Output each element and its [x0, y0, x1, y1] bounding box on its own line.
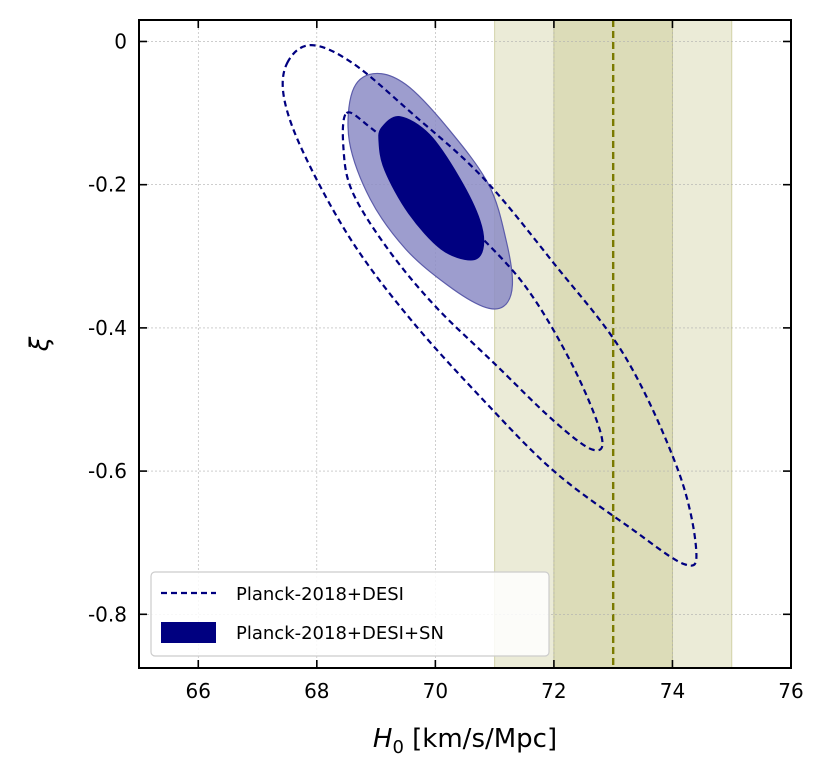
- contour-filled-1sigma: [378, 116, 485, 261]
- legend-box: [150, 571, 550, 657]
- y-tick-label: -0.4: [88, 316, 127, 340]
- plot-frame: [138, 19, 792, 669]
- x-tick-label: 72: [541, 679, 566, 703]
- x-tick-label: 68: [304, 679, 329, 703]
- contour-group: [281, 43, 698, 567]
- x-axis-label: H0 [km/s/Mpc]: [373, 724, 557, 758]
- x-tick-label: 66: [186, 679, 211, 703]
- reference-band-group: [494, 20, 733, 668]
- x-tick-label: 70: [423, 679, 448, 703]
- y-tick-label: -0.2: [88, 173, 127, 197]
- y-tick-label: 0: [114, 29, 127, 53]
- contour-dashed-2sigma: [281, 43, 698, 567]
- axis-ticks: 66 68 70 72 74 76 0 -0.2 -0.4 -0.6 -0.8: [88, 20, 804, 703]
- x-tick-label: 76: [778, 679, 803, 703]
- legend-swatch-filled: [161, 622, 216, 643]
- y-tick-label: -0.8: [88, 602, 127, 626]
- legend-label-planck-desi: Planck-2018+DESI: [236, 584, 404, 605]
- x-tick-label: 74: [660, 679, 685, 703]
- legend-label-planck-desi-sn: Planck-2018+DESI+SN: [236, 623, 444, 644]
- legend: Planck-2018+DESI Planck-2018+DESI+SN: [150, 571, 550, 657]
- y-tick-label: -0.6: [88, 459, 127, 483]
- y-axis-label: ξ: [25, 336, 55, 352]
- contour-dashed-1sigma: [341, 111, 604, 452]
